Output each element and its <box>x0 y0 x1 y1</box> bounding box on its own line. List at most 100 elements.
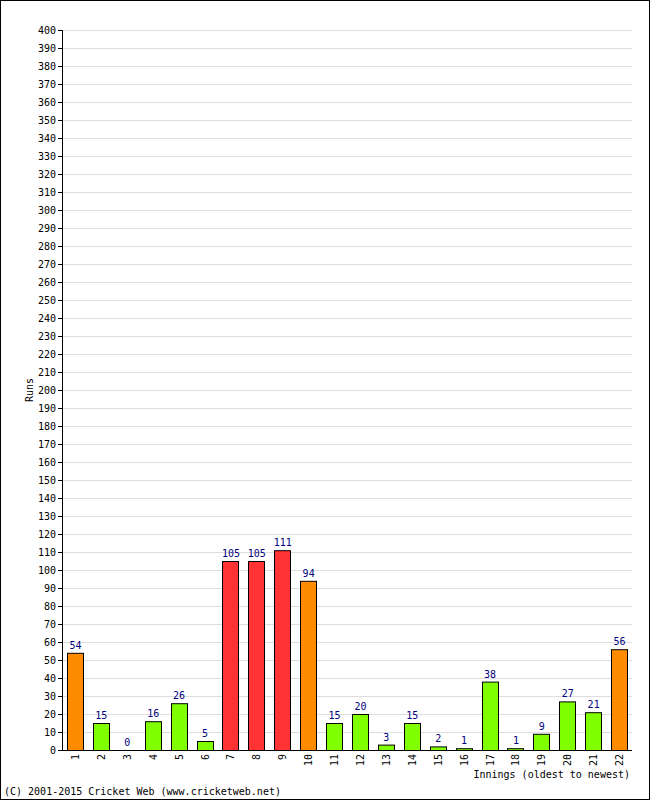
y-tick-label: 250 <box>38 295 56 306</box>
grid-line <box>62 660 632 661</box>
x-tick-label: 16 <box>459 754 470 766</box>
x-tick-label: 17 <box>485 754 496 766</box>
data-label: 5 <box>202 728 208 739</box>
data-label: 94 <box>303 568 315 579</box>
bar <box>560 702 576 750</box>
x-tick-label: 12 <box>355 754 366 766</box>
grid-line <box>62 606 632 607</box>
y-tick <box>58 264 62 265</box>
grid-line <box>62 390 632 391</box>
data-label: 56 <box>614 636 626 647</box>
grid-line <box>62 48 632 49</box>
data-label: 0 <box>124 737 130 748</box>
y-tick-label: 210 <box>38 367 56 378</box>
grid-line <box>62 624 632 625</box>
data-label: 9 <box>539 721 545 732</box>
grid-line <box>62 750 632 751</box>
data-label: 54 <box>69 640 81 651</box>
y-tick-label: 330 <box>38 151 56 162</box>
grid-line <box>62 120 632 121</box>
data-label: 26 <box>173 690 185 701</box>
y-tick-label: 360 <box>38 97 56 108</box>
y-tick <box>58 210 62 211</box>
data-label: 15 <box>329 710 341 721</box>
data-label: 15 <box>406 710 418 721</box>
grid-line <box>62 480 632 481</box>
grid-line <box>62 570 632 571</box>
y-axis <box>62 30 63 750</box>
y-tick-label: 390 <box>38 43 56 54</box>
grid-line <box>62 318 632 319</box>
y-tick <box>58 408 62 409</box>
annotation: (C) 2001-2015 Cricket Web (www.cricketwe… <box>4 786 281 797</box>
x-tick-label: 7 <box>225 754 236 760</box>
y-tick-label: 180 <box>38 421 56 432</box>
y-tick-label: 350 <box>38 115 56 126</box>
grid-line <box>62 354 632 355</box>
bar <box>431 747 447 750</box>
y-tick <box>58 318 62 319</box>
grid-line <box>62 444 632 445</box>
y-tick-label: 120 <box>38 529 56 540</box>
grid-line <box>62 372 632 373</box>
x-tick-label: 6 <box>200 754 211 760</box>
y-tick-label: 290 <box>38 223 56 234</box>
grid-line <box>62 516 632 517</box>
y-tick <box>58 30 62 31</box>
data-label: 105 <box>248 548 266 559</box>
x-tick-label: 14 <box>407 754 418 766</box>
data-label: 1 <box>461 735 467 746</box>
grid-line <box>62 156 632 157</box>
grid-line <box>62 174 632 175</box>
y-tick-label: 270 <box>38 259 56 270</box>
bar <box>483 682 499 750</box>
y-tick <box>58 426 62 427</box>
bar <box>586 713 602 750</box>
x-tick-label: 19 <box>536 754 547 766</box>
x-axis <box>62 750 632 751</box>
grid-line <box>62 678 632 679</box>
y-tick <box>58 372 62 373</box>
x-tick-label: 15 <box>433 754 444 766</box>
y-tick <box>58 354 62 355</box>
y-tick <box>58 192 62 193</box>
grid-line <box>62 534 632 535</box>
y-tick <box>58 102 62 103</box>
y-tick <box>58 300 62 301</box>
x-tick-label: 20 <box>562 754 573 766</box>
grid-line <box>62 210 632 211</box>
y-tick <box>58 84 62 85</box>
y-tick <box>58 138 62 139</box>
y-tick-label: 260 <box>38 277 56 288</box>
x-tick-label: 18 <box>510 754 521 766</box>
bar <box>327 724 343 751</box>
data-label: 27 <box>562 688 574 699</box>
grid-line <box>62 336 632 337</box>
data-label: 1 <box>513 735 519 746</box>
grid-line <box>62 696 632 697</box>
x-tick-label: 9 <box>277 754 288 760</box>
x-tick-label: 2 <box>96 754 107 760</box>
y-tick <box>58 246 62 247</box>
y-tick-label: 60 <box>44 637 56 648</box>
y-tick <box>58 336 62 337</box>
y-tick <box>58 156 62 157</box>
bar <box>94 724 110 751</box>
y-tick-label: 100 <box>38 565 56 576</box>
y-tick <box>58 570 62 571</box>
data-label: 21 <box>588 699 600 710</box>
y-tick-label: 240 <box>38 313 56 324</box>
grid-line <box>62 300 632 301</box>
y-tick <box>58 750 62 751</box>
x-tick-label: 21 <box>588 754 599 766</box>
bar <box>301 581 317 750</box>
y-tick <box>58 624 62 625</box>
y-tick <box>58 714 62 715</box>
x-tick-label: 4 <box>148 754 159 760</box>
bar <box>457 749 473 750</box>
y-tick-label: 50 <box>44 655 56 666</box>
grid-line <box>62 426 632 427</box>
bar <box>68 653 84 750</box>
bar <box>534 734 550 750</box>
y-tick-label: 280 <box>38 241 56 252</box>
